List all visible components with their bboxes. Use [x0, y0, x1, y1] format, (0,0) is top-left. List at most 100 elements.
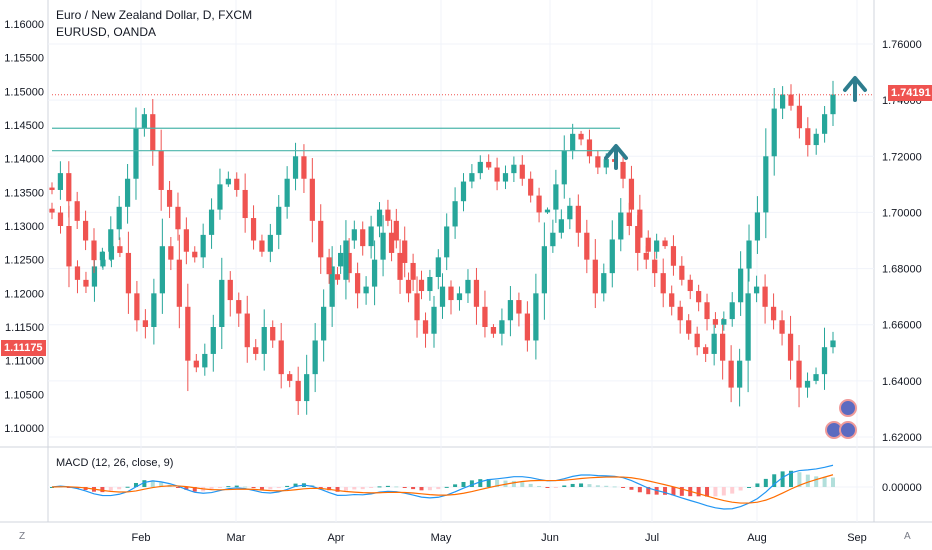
eurusd-candle: [380, 232, 386, 260]
macd-histogram-bar: [671, 487, 676, 496]
eurusd-candle: [108, 246, 115, 260]
macd-histogram-bar: [108, 487, 113, 492]
eurnzd-candle: [687, 279, 693, 292]
eurusd-candle: [142, 320, 149, 327]
x-tick-label: Apr: [327, 532, 344, 544]
eurnzd-candle: [318, 220, 324, 258]
macd-histogram-bar: [377, 486, 382, 488]
macd-histogram-bar: [772, 474, 777, 487]
eurnzd-candle: [368, 226, 374, 247]
right-axis-tick: 1.64000: [882, 376, 922, 388]
left-axis-tick: 1.15000: [4, 86, 44, 98]
macd-histogram-bar: [570, 483, 575, 487]
eurusd-candle: [524, 313, 531, 341]
eurnzd-candle: [150, 114, 156, 151]
eurnzd-candle: [208, 209, 215, 235]
macd-histogram-bar: [545, 487, 550, 488]
eurusd-candle: [74, 266, 81, 280]
eurnzd-candle: [721, 319, 727, 325]
macd-histogram-bar: [738, 487, 743, 491]
eurnzd-candle: [334, 274, 341, 280]
macd-histogram-bar: [595, 485, 600, 487]
eurusd-candle: [499, 320, 505, 334]
macd-histogram-bar: [520, 482, 525, 487]
macd-histogram-bar: [805, 474, 810, 487]
macd-histogram-bar: [175, 487, 180, 488]
auto-scale-button[interactable]: A: [904, 531, 911, 542]
eurusd-candle: [753, 286, 760, 294]
eurnzd-candle: [679, 265, 685, 280]
eurusd-candle: [49, 208, 55, 213]
eurnzd-candle: [108, 229, 114, 252]
eurusd-candle: [329, 266, 335, 307]
eurusd-candle: [550, 232, 556, 247]
eurusd-candle: [516, 300, 522, 314]
eurusd-candle: [762, 286, 768, 307]
macd-histogram-bar: [402, 487, 407, 488]
eurnzd-candle: [301, 156, 307, 179]
eurnzd-candle: [460, 181, 467, 202]
macd-histogram-bar: [780, 471, 785, 487]
macd-histogram-bar: [713, 487, 718, 497]
eurusd-candle: [304, 374, 310, 402]
macd-histogram-bar: [142, 480, 147, 487]
macd-histogram-bar: [125, 486, 130, 488]
eurnzd-candle: [385, 209, 391, 221]
eurusd-candle: [465, 279, 471, 294]
macd-histogram-bar: [629, 487, 634, 490]
eurnzd-candle: [553, 184, 559, 210]
macd-histogram-bar: [562, 485, 567, 487]
eurusd-candle: [779, 320, 785, 334]
timezone-button[interactable]: Z: [19, 531, 26, 542]
left-axis-tick: 1.13500: [4, 187, 44, 199]
x-tick-label: Jun: [541, 532, 559, 544]
eurusd-candle: [567, 205, 573, 220]
eurusd-candle: [244, 313, 250, 348]
eurnzd-candle: [821, 114, 828, 134]
eurusd-candle: [227, 279, 233, 301]
macd-histogram-bar: [293, 483, 298, 487]
eurnzd-candle: [578, 133, 584, 140]
macd-histogram-bar: [528, 483, 533, 487]
eurusd-candle: [261, 327, 267, 354]
eurnzd-candle: [444, 226, 450, 258]
eurnzd-candle: [242, 189, 248, 219]
right-axis-tick: 1.68000: [882, 264, 922, 276]
eurusd-candle: [125, 252, 132, 294]
eurnzd-candle: [427, 276, 433, 292]
eurusd-candle: [643, 252, 649, 260]
x-tick-label: Feb: [132, 532, 151, 544]
eurusd-candle: [287, 374, 293, 381]
macd-histogram-bar: [587, 484, 592, 487]
eurusd-candle: [100, 259, 106, 267]
eurusd-candle: [151, 293, 157, 327]
macd-histogram-bar: [696, 487, 701, 497]
macd-histogram-bar: [646, 487, 651, 495]
eurnzd-candle: [595, 156, 601, 168]
eurusd-candle: [669, 293, 675, 307]
eurusd-candle: [66, 226, 72, 267]
x-tick-label: Mar: [227, 532, 246, 544]
eurusd-candle: [448, 286, 454, 301]
eurnzd-candle: [166, 189, 173, 207]
eurusd-candle: [830, 340, 836, 348]
macd-histogram-bar: [285, 485, 290, 487]
eurnzd-candle: [402, 240, 408, 263]
eurusd-candle: [422, 320, 429, 334]
eurnzd-candle: [292, 156, 299, 179]
macd-histogram-bar: [579, 483, 584, 487]
macd-histogram-bar: [486, 479, 491, 487]
eurnzd-candle: [141, 114, 147, 129]
macd-histogram-bar: [184, 487, 189, 490]
eurnzd-candle: [528, 178, 534, 196]
eurnzd-candle: [469, 173, 475, 182]
macd-histogram-bar: [209, 487, 214, 490]
eurnzd-candle: [259, 240, 265, 252]
eurnzd-candle: [250, 218, 257, 241]
eurnzd-candle: [49, 187, 55, 190]
signal-line: [51, 474, 834, 504]
eurnzd-candle: [66, 173, 72, 202]
eurnzd-candle: [712, 319, 719, 325]
eurusd-candle: [371, 259, 378, 287]
